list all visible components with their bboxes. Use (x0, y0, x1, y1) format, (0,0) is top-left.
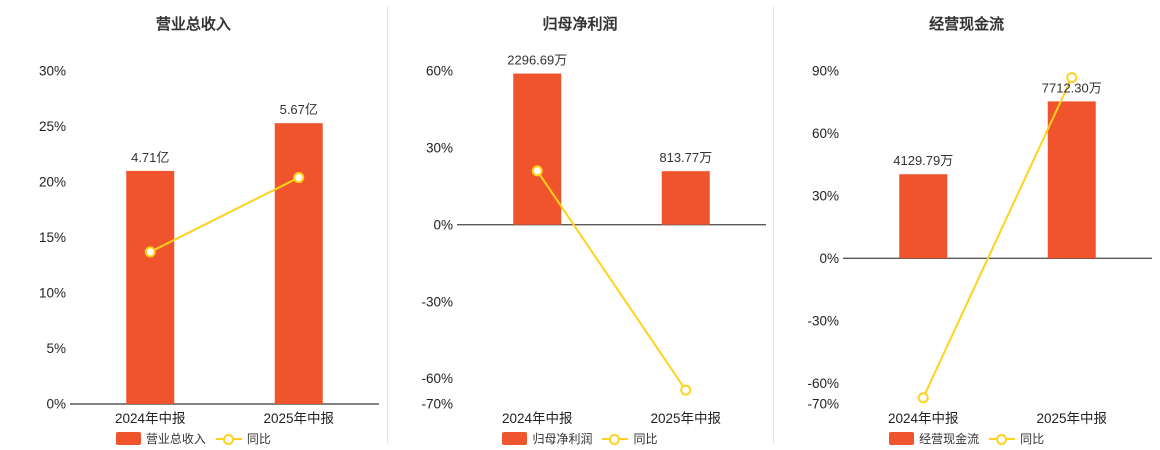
legend-item-yoy[interactable]: 同比 (989, 430, 1044, 447)
chart-title-revenue: 营业总收入 (155, 16, 231, 33)
y-axis-tick-label: -60% (808, 376, 840, 391)
bar-legend-swatch-icon (889, 432, 915, 445)
panel-divider (386, 6, 388, 444)
bar-value-label: 4.71亿 (131, 150, 169, 165)
bar-2025年中报 (661, 171, 710, 225)
legend-item-bar[interactable]: 营业总收入 (115, 430, 206, 447)
yoy-marker (293, 172, 305, 184)
chart-canvas: 90% 60% 30% 0% -30% -60% -70% 4129.79万 7712.30万 2… (808, 64, 1153, 426)
chart-panel-cash-flow: 经营现金流 90% 60% 30% 0% -30% -60% -70% 4129.79万 771… (773, 0, 1160, 450)
y-axis-tick-label: -60% (421, 371, 453, 386)
y-axis-tick-label: 0% (433, 217, 453, 232)
x-axis-category-label: 2025年中报 (650, 411, 721, 426)
legend-yoy-label: 同比 (246, 432, 271, 446)
y-axis-tick-label: 10% (39, 286, 66, 301)
legend-item-bar[interactable]: 经营现金流 (889, 430, 979, 447)
yoy-line (149, 176, 300, 253)
y-axis-tick-label: 5% (46, 341, 66, 356)
x-axis-category-label: 2024年中报 (502, 411, 573, 426)
yoy-line (536, 170, 687, 391)
legend-item-bar[interactable]: 归母净利润 (502, 430, 592, 447)
chart-legend: 归母净利润 同比 (387, 430, 774, 447)
yoy-legend-line-icon (215, 433, 242, 445)
bar-value-label: 813.77万 (659, 150, 712, 165)
bar-2025年中报 (1048, 101, 1097, 259)
x-axis-category-label: 2025年中报 (263, 411, 334, 426)
y-axis-tick-label: 15% (39, 230, 66, 245)
yoy-legend-line-icon (602, 433, 629, 445)
y-axis-tick-label: 20% (39, 175, 66, 190)
chart-legend: 营业总收入 同比 (0, 430, 387, 447)
x-axis-category-label: 2024年中报 (888, 411, 959, 426)
bar-2024年中报 (126, 170, 175, 404)
chart-title-cash-flow: 经营现金流 (929, 16, 1005, 33)
legend-bar-label: 经营现金流 (919, 432, 980, 446)
bar-value-label: 5.67亿 (280, 102, 318, 117)
chart-title-net-profit: 归母净利润 (542, 16, 618, 33)
x-axis-category-label: 2025年中报 (1037, 411, 1108, 426)
legend-yoy-label: 同比 (633, 432, 658, 446)
yoy-line (922, 77, 1073, 399)
y-axis-tick-label: -30% (421, 294, 453, 309)
y-axis-tick-label: 30% (426, 141, 453, 156)
y-axis-tick-label: 30% (812, 189, 839, 204)
y-axis-tick-label: -30% (808, 313, 840, 328)
yoy-marker (144, 246, 156, 258)
chart-canvas-holder: 60% 30% 0% -30% -60% -70% 2296.69万 813.77万 2024年… (387, 0, 774, 450)
chart-panel-revenue: 营业总收入 30% 25% 20% 15% 10% 5% 0% 4.71亿 5.67亿 2024年… (0, 0, 387, 450)
yoy-marker (918, 392, 930, 404)
y-axis-tick-label: 0% (820, 251, 840, 266)
bar-2025年中报 (274, 123, 323, 405)
legend-item-yoy[interactable]: 同比 (215, 430, 271, 447)
x-axis-category-label: 2024年中报 (115, 411, 186, 426)
y-axis-tick-label: -70% (808, 397, 840, 412)
y-axis-tick-label: 90% (812, 64, 839, 79)
y-axis-tick-label: -70% (421, 397, 453, 412)
legend-yoy-label: 同比 (1020, 432, 1045, 446)
bar-value-label: 7712.30万 (1042, 80, 1102, 95)
bar-2024年中报 (899, 174, 948, 259)
legend-item-yoy[interactable]: 同比 (602, 430, 658, 447)
chart-canvas-holder: 90% 60% 30% 0% -30% -60% -70% 4129.79万 7712.30万 2… (773, 0, 1160, 450)
yoy-marker (531, 165, 543, 177)
panel-divider (773, 6, 775, 444)
yoy-marker (1066, 72, 1078, 84)
y-axis-tick-label: 0% (46, 397, 66, 412)
bar-legend-swatch-icon (502, 432, 528, 445)
chart-panel-net-profit: 归母净利润 60% 30% 0% -30% -60% -70% 2296.69万 813.77… (387, 0, 774, 450)
y-axis-tick-label: 60% (812, 126, 839, 141)
y-axis-tick-label: 60% (426, 64, 453, 79)
chart-canvas-holder: 30% 25% 20% 15% 10% 5% 0% 4.71亿 5.67亿 2024年中报 2025… (0, 0, 387, 450)
yoy-marker (679, 384, 691, 396)
chart-canvas: 30% 25% 20% 15% 10% 5% 0% 4.71亿 5.67亿 2024年中报 2025… (39, 64, 379, 426)
chart-legend: 经营现金流 同比 (773, 430, 1160, 447)
bar-value-label: 2296.69万 (507, 53, 567, 68)
bar-2024年中报 (512, 73, 561, 225)
chart-canvas: 60% 30% 0% -30% -60% -70% 2296.69万 813.77万 2024年… (421, 53, 766, 426)
bar-legend-swatch-icon (115, 432, 141, 445)
legend-bar-label: 归母净利润 (532, 432, 593, 446)
yoy-legend-line-icon (989, 433, 1016, 445)
legend-bar-label: 营业总收入 (145, 432, 206, 446)
y-axis-tick-label: 30% (39, 64, 66, 79)
bar-value-label: 4129.79万 (894, 153, 954, 168)
y-axis-tick-label: 25% (39, 119, 66, 134)
